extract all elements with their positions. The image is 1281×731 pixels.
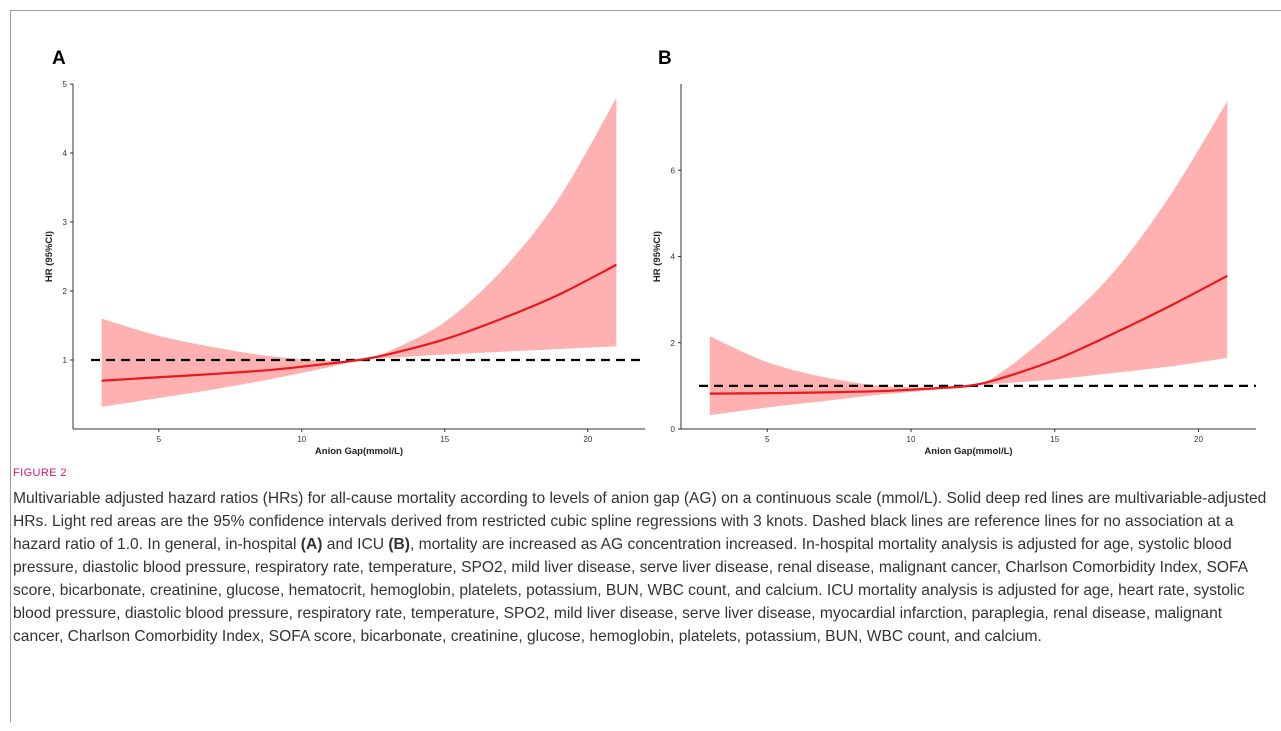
y-tick-label: 0	[671, 425, 676, 434]
caption-ref-a: (A)	[300, 536, 323, 553]
y-tick-label: 4	[671, 253, 676, 262]
caption-text-3: , mortality are increased as AG concentr…	[13, 536, 1248, 645]
hr-line	[709, 274, 1228, 395]
confidence-band	[709, 101, 1228, 416]
y-tick-label: 1	[63, 356, 68, 365]
y-tick-label: 5	[63, 80, 68, 89]
frame-top-border	[10, 10, 1281, 11]
confidence-band	[101, 97, 617, 407]
x-tick-label: 20	[583, 435, 592, 444]
x-tick-label: 15	[1050, 435, 1059, 444]
y-tick-label: 6	[671, 166, 676, 175]
x-tick-label: 5	[157, 435, 162, 444]
y-axis-label: HR (95%CI)	[652, 231, 663, 282]
figure-caption: Multivariable adjusted hazard ratios (HR…	[13, 487, 1268, 648]
frame-left-border	[10, 10, 11, 722]
caption-text-2: and ICU	[322, 536, 389, 553]
x-axis-label: Anion Gap(mmol/L)	[924, 446, 1012, 457]
caption-ref-b: (B)	[388, 536, 410, 553]
x-tick-label: 10	[297, 435, 306, 444]
panel-b-plot: 0 2 4 6 5 10 15 20 Anion Gap(mmol/L) HR (95%CI)	[652, 84, 1256, 457]
x-tick-label: 5	[765, 435, 770, 444]
panel-a-plot: 1 2 3 4 5 5 10 15 20 Anion Gap(mmol/L) HR (95%CI)	[44, 80, 645, 457]
y-tick-label: 2	[671, 339, 676, 348]
caption-text-1: Multivariable adjusted hazard ratios (HR…	[13, 490, 1267, 553]
y-tick-label: 4	[63, 149, 68, 158]
y-axis-label: HR (95%CI)	[44, 231, 55, 282]
panel-b-label: B	[658, 48, 672, 69]
x-tick-label: 20	[1194, 435, 1203, 444]
y-tick-label: 2	[63, 287, 68, 296]
figure-label: FIGURE 2	[13, 467, 67, 479]
y-tick-label: 3	[63, 218, 68, 227]
hr-line	[101, 263, 617, 382]
panel-a-label: A	[52, 48, 66, 69]
x-tick-label: 10	[907, 435, 916, 444]
x-axis-label: Anion Gap(mmol/L)	[315, 446, 403, 457]
x-tick-label: 15	[440, 435, 449, 444]
